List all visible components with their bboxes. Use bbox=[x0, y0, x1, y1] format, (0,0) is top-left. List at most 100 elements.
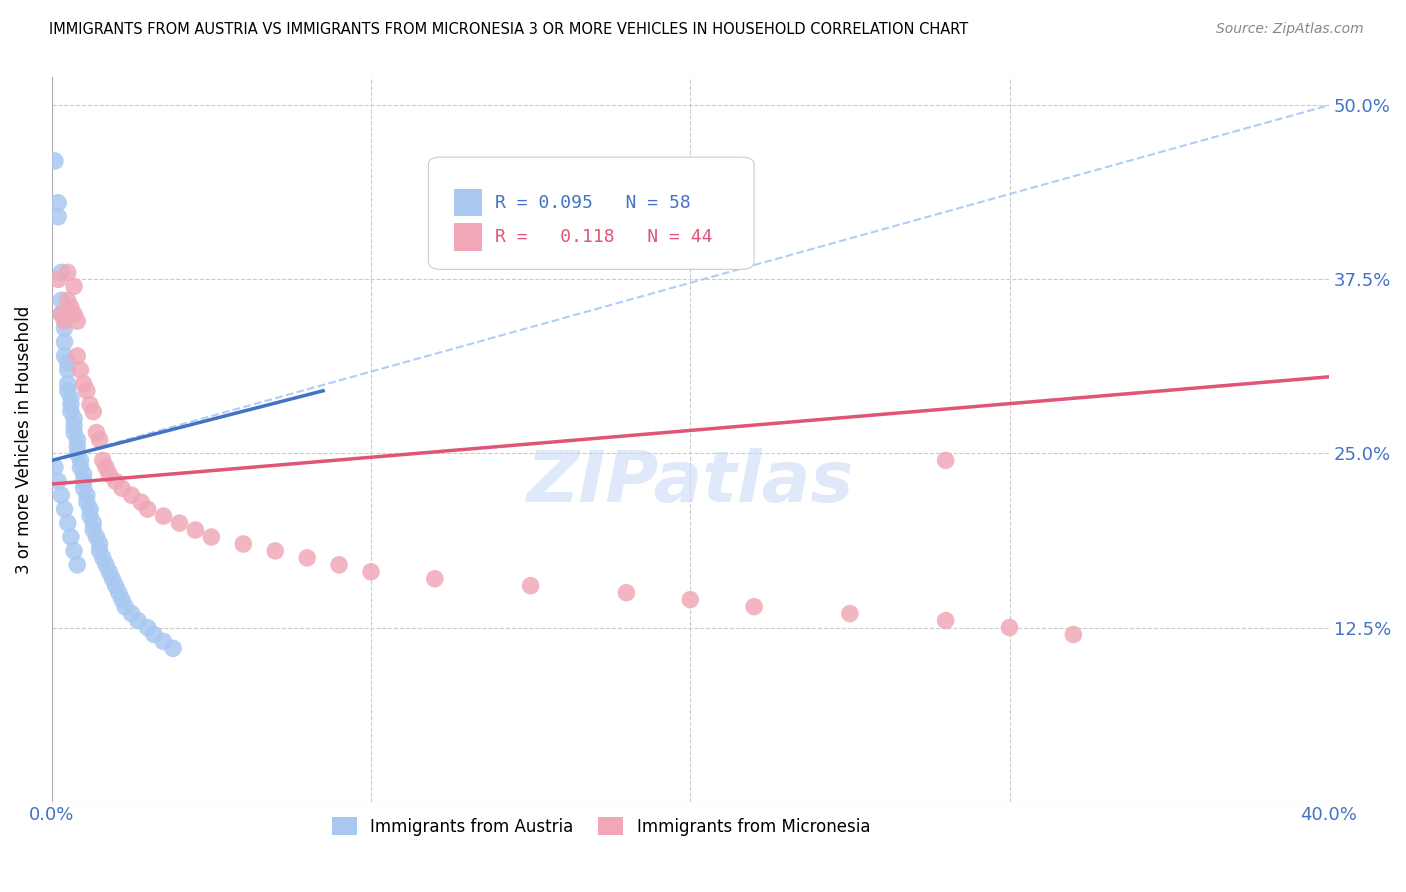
Text: IMMIGRANTS FROM AUSTRIA VS IMMIGRANTS FROM MICRONESIA 3 OR MORE VEHICLES IN HOUS: IMMIGRANTS FROM AUSTRIA VS IMMIGRANTS FR… bbox=[49, 22, 969, 37]
Point bbox=[56, 265, 79, 279]
Point bbox=[184, 523, 207, 537]
Point bbox=[142, 627, 165, 641]
Point bbox=[111, 592, 134, 607]
Point bbox=[56, 293, 79, 308]
Point bbox=[101, 572, 124, 586]
Point bbox=[46, 210, 69, 224]
Point bbox=[66, 440, 89, 454]
Point bbox=[51, 265, 73, 279]
Point bbox=[121, 488, 143, 502]
Point bbox=[59, 530, 82, 544]
Point bbox=[152, 634, 174, 648]
Point bbox=[86, 530, 108, 544]
Point bbox=[66, 349, 89, 363]
Point bbox=[53, 502, 76, 516]
Point bbox=[63, 307, 86, 321]
Legend: Immigrants from Austria, Immigrants from Micronesia: Immigrants from Austria, Immigrants from… bbox=[323, 809, 879, 844]
Point bbox=[51, 307, 73, 321]
Point bbox=[76, 488, 98, 502]
Point bbox=[56, 363, 79, 377]
Point bbox=[94, 558, 117, 572]
Point bbox=[162, 641, 184, 656]
Point bbox=[328, 558, 350, 572]
Point bbox=[44, 153, 66, 168]
Point bbox=[169, 516, 191, 530]
Point bbox=[232, 537, 254, 551]
Point bbox=[63, 544, 86, 558]
Point bbox=[79, 502, 101, 516]
Point bbox=[86, 425, 108, 440]
Point bbox=[82, 516, 104, 530]
Point bbox=[46, 475, 69, 489]
Point bbox=[111, 481, 134, 495]
Point bbox=[295, 550, 318, 565]
Point bbox=[79, 398, 101, 412]
Point bbox=[91, 453, 114, 467]
Point bbox=[59, 300, 82, 314]
Point bbox=[679, 592, 702, 607]
Point bbox=[423, 572, 446, 586]
Point bbox=[121, 607, 143, 621]
Point bbox=[51, 307, 73, 321]
Point bbox=[94, 460, 117, 475]
Y-axis label: 3 or more Vehicles in Household: 3 or more Vehicles in Household bbox=[15, 305, 32, 574]
Point bbox=[1062, 627, 1084, 641]
Point bbox=[136, 502, 159, 516]
Point bbox=[616, 585, 638, 599]
Text: ZIPatlas: ZIPatlas bbox=[527, 449, 853, 517]
Point bbox=[935, 453, 957, 467]
FancyBboxPatch shape bbox=[454, 223, 482, 251]
Point bbox=[998, 620, 1021, 634]
Point bbox=[59, 398, 82, 412]
Point bbox=[53, 314, 76, 328]
Point bbox=[104, 475, 127, 489]
Point bbox=[91, 550, 114, 565]
Point bbox=[104, 579, 127, 593]
Point bbox=[56, 384, 79, 398]
FancyBboxPatch shape bbox=[429, 157, 754, 269]
Point bbox=[264, 544, 287, 558]
Point bbox=[46, 195, 69, 210]
Point bbox=[89, 433, 111, 447]
Point bbox=[98, 467, 121, 482]
Point bbox=[66, 558, 89, 572]
Point bbox=[56, 356, 79, 370]
Point bbox=[53, 334, 76, 349]
Point bbox=[46, 272, 69, 286]
Point bbox=[73, 475, 96, 489]
Point bbox=[76, 495, 98, 509]
Point bbox=[69, 453, 91, 467]
Point bbox=[129, 495, 152, 509]
Point bbox=[73, 376, 96, 391]
Point bbox=[136, 620, 159, 634]
Point bbox=[51, 293, 73, 308]
Point bbox=[838, 607, 860, 621]
Point bbox=[519, 579, 541, 593]
Point bbox=[56, 516, 79, 530]
Point bbox=[69, 460, 91, 475]
Point bbox=[114, 599, 136, 614]
Text: Source: ZipAtlas.com: Source: ZipAtlas.com bbox=[1216, 22, 1364, 37]
Text: R = 0.095   N = 58: R = 0.095 N = 58 bbox=[495, 194, 690, 211]
Point bbox=[73, 481, 96, 495]
Point bbox=[63, 411, 86, 425]
Point bbox=[59, 391, 82, 405]
Point bbox=[152, 509, 174, 524]
Point bbox=[51, 488, 73, 502]
Point bbox=[59, 404, 82, 418]
Point bbox=[63, 425, 86, 440]
Point bbox=[360, 565, 382, 579]
Point bbox=[69, 363, 91, 377]
Point bbox=[79, 509, 101, 524]
Point bbox=[200, 530, 222, 544]
Point bbox=[935, 614, 957, 628]
Point bbox=[66, 446, 89, 460]
Point bbox=[89, 544, 111, 558]
Point bbox=[82, 404, 104, 418]
Point bbox=[44, 460, 66, 475]
Point bbox=[53, 321, 76, 335]
FancyBboxPatch shape bbox=[454, 189, 482, 217]
Point bbox=[63, 279, 86, 293]
Point bbox=[66, 433, 89, 447]
Point bbox=[89, 537, 111, 551]
